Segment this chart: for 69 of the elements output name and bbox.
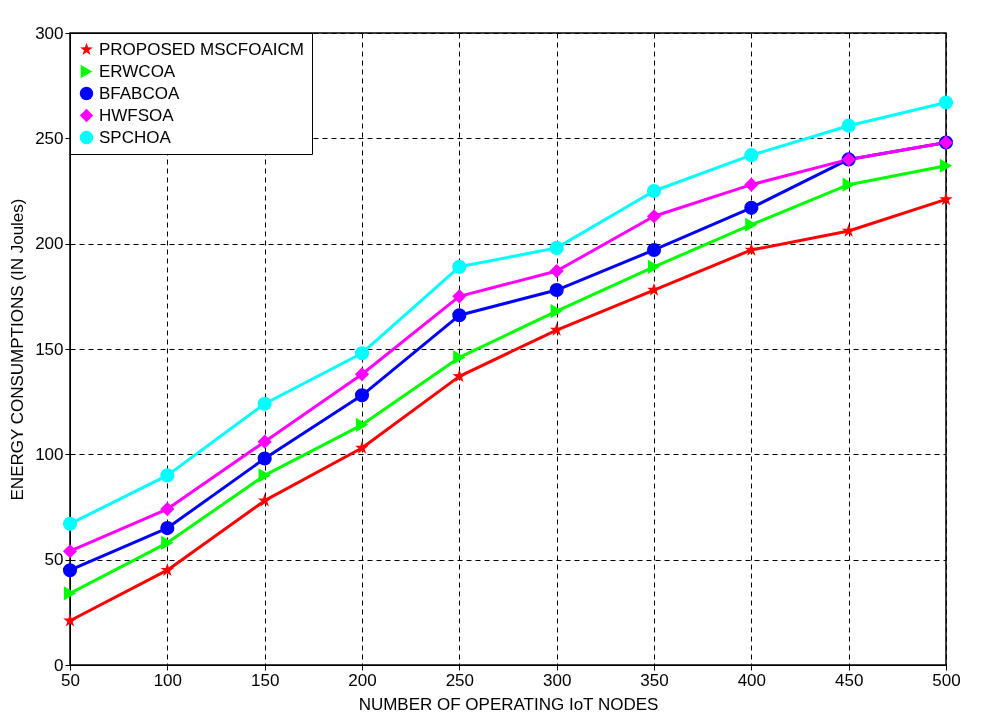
point [257,451,272,466]
point [258,468,271,483]
point [939,192,953,206]
point [355,417,369,432]
point [842,177,855,192]
x-tick-label: 450 [834,670,864,690]
point [453,350,466,365]
x-tick-label: 350 [640,670,669,690]
point [354,367,370,382]
point [938,95,954,110]
point [62,563,78,578]
point [646,183,662,199]
point [452,259,467,274]
x-tick-label: 250 [445,670,475,690]
point [549,240,564,255]
point [160,521,175,536]
legend-label: PROPOSED MSCFOAICM [99,39,304,59]
point [744,177,759,192]
point [452,289,467,304]
point [160,502,175,517]
point [257,493,272,507]
x-axis-title: NUMBER OF OPERATING IoT NODES [358,694,659,714]
legend-label: BFABCOA [99,83,180,103]
y-tick-label: 200 [35,234,64,254]
y-tick-label: 150 [35,339,64,359]
x-tick-label: 100 [153,670,183,690]
y-tick-label: 100 [35,444,64,464]
point [841,118,856,133]
point [745,217,758,232]
y-tick-label: 250 [35,128,64,148]
point [646,209,662,224]
point [646,242,662,258]
y-axis-title: ENERGY CONSUMPTIONS (IN Joules) [8,198,28,501]
legend-label: ERWCOA [99,61,176,81]
point [647,282,661,296]
point [257,434,272,449]
point [354,346,370,361]
y-tick-label: 300 [35,23,64,43]
point [549,282,564,298]
point [355,440,369,454]
x-tick-label: 300 [542,670,572,690]
point [744,242,759,256]
point [63,613,77,627]
point [549,322,564,336]
point [452,369,467,383]
point [550,304,563,319]
y-tick-label: 0 [54,655,64,675]
x-tick-label: 500 [932,670,961,690]
x-tick-label: 200 [348,670,377,690]
x-tick-label: 50 [61,670,80,690]
point [939,158,953,173]
y-tick-label: 50 [44,550,64,570]
legend-label: HWFSOA [99,105,175,125]
x-tick-label: 150 [250,670,280,690]
point [549,263,564,279]
point [62,516,78,531]
point [160,563,175,576]
point [744,200,759,215]
point [160,468,175,483]
point [647,259,661,274]
point [62,544,78,559]
x-tick-label: 400 [737,670,767,690]
point [161,535,174,550]
point [63,586,77,601]
point [257,396,272,411]
point [744,148,759,163]
legend-label: SPCHOA [99,127,172,147]
point [354,388,370,403]
point [452,308,467,323]
